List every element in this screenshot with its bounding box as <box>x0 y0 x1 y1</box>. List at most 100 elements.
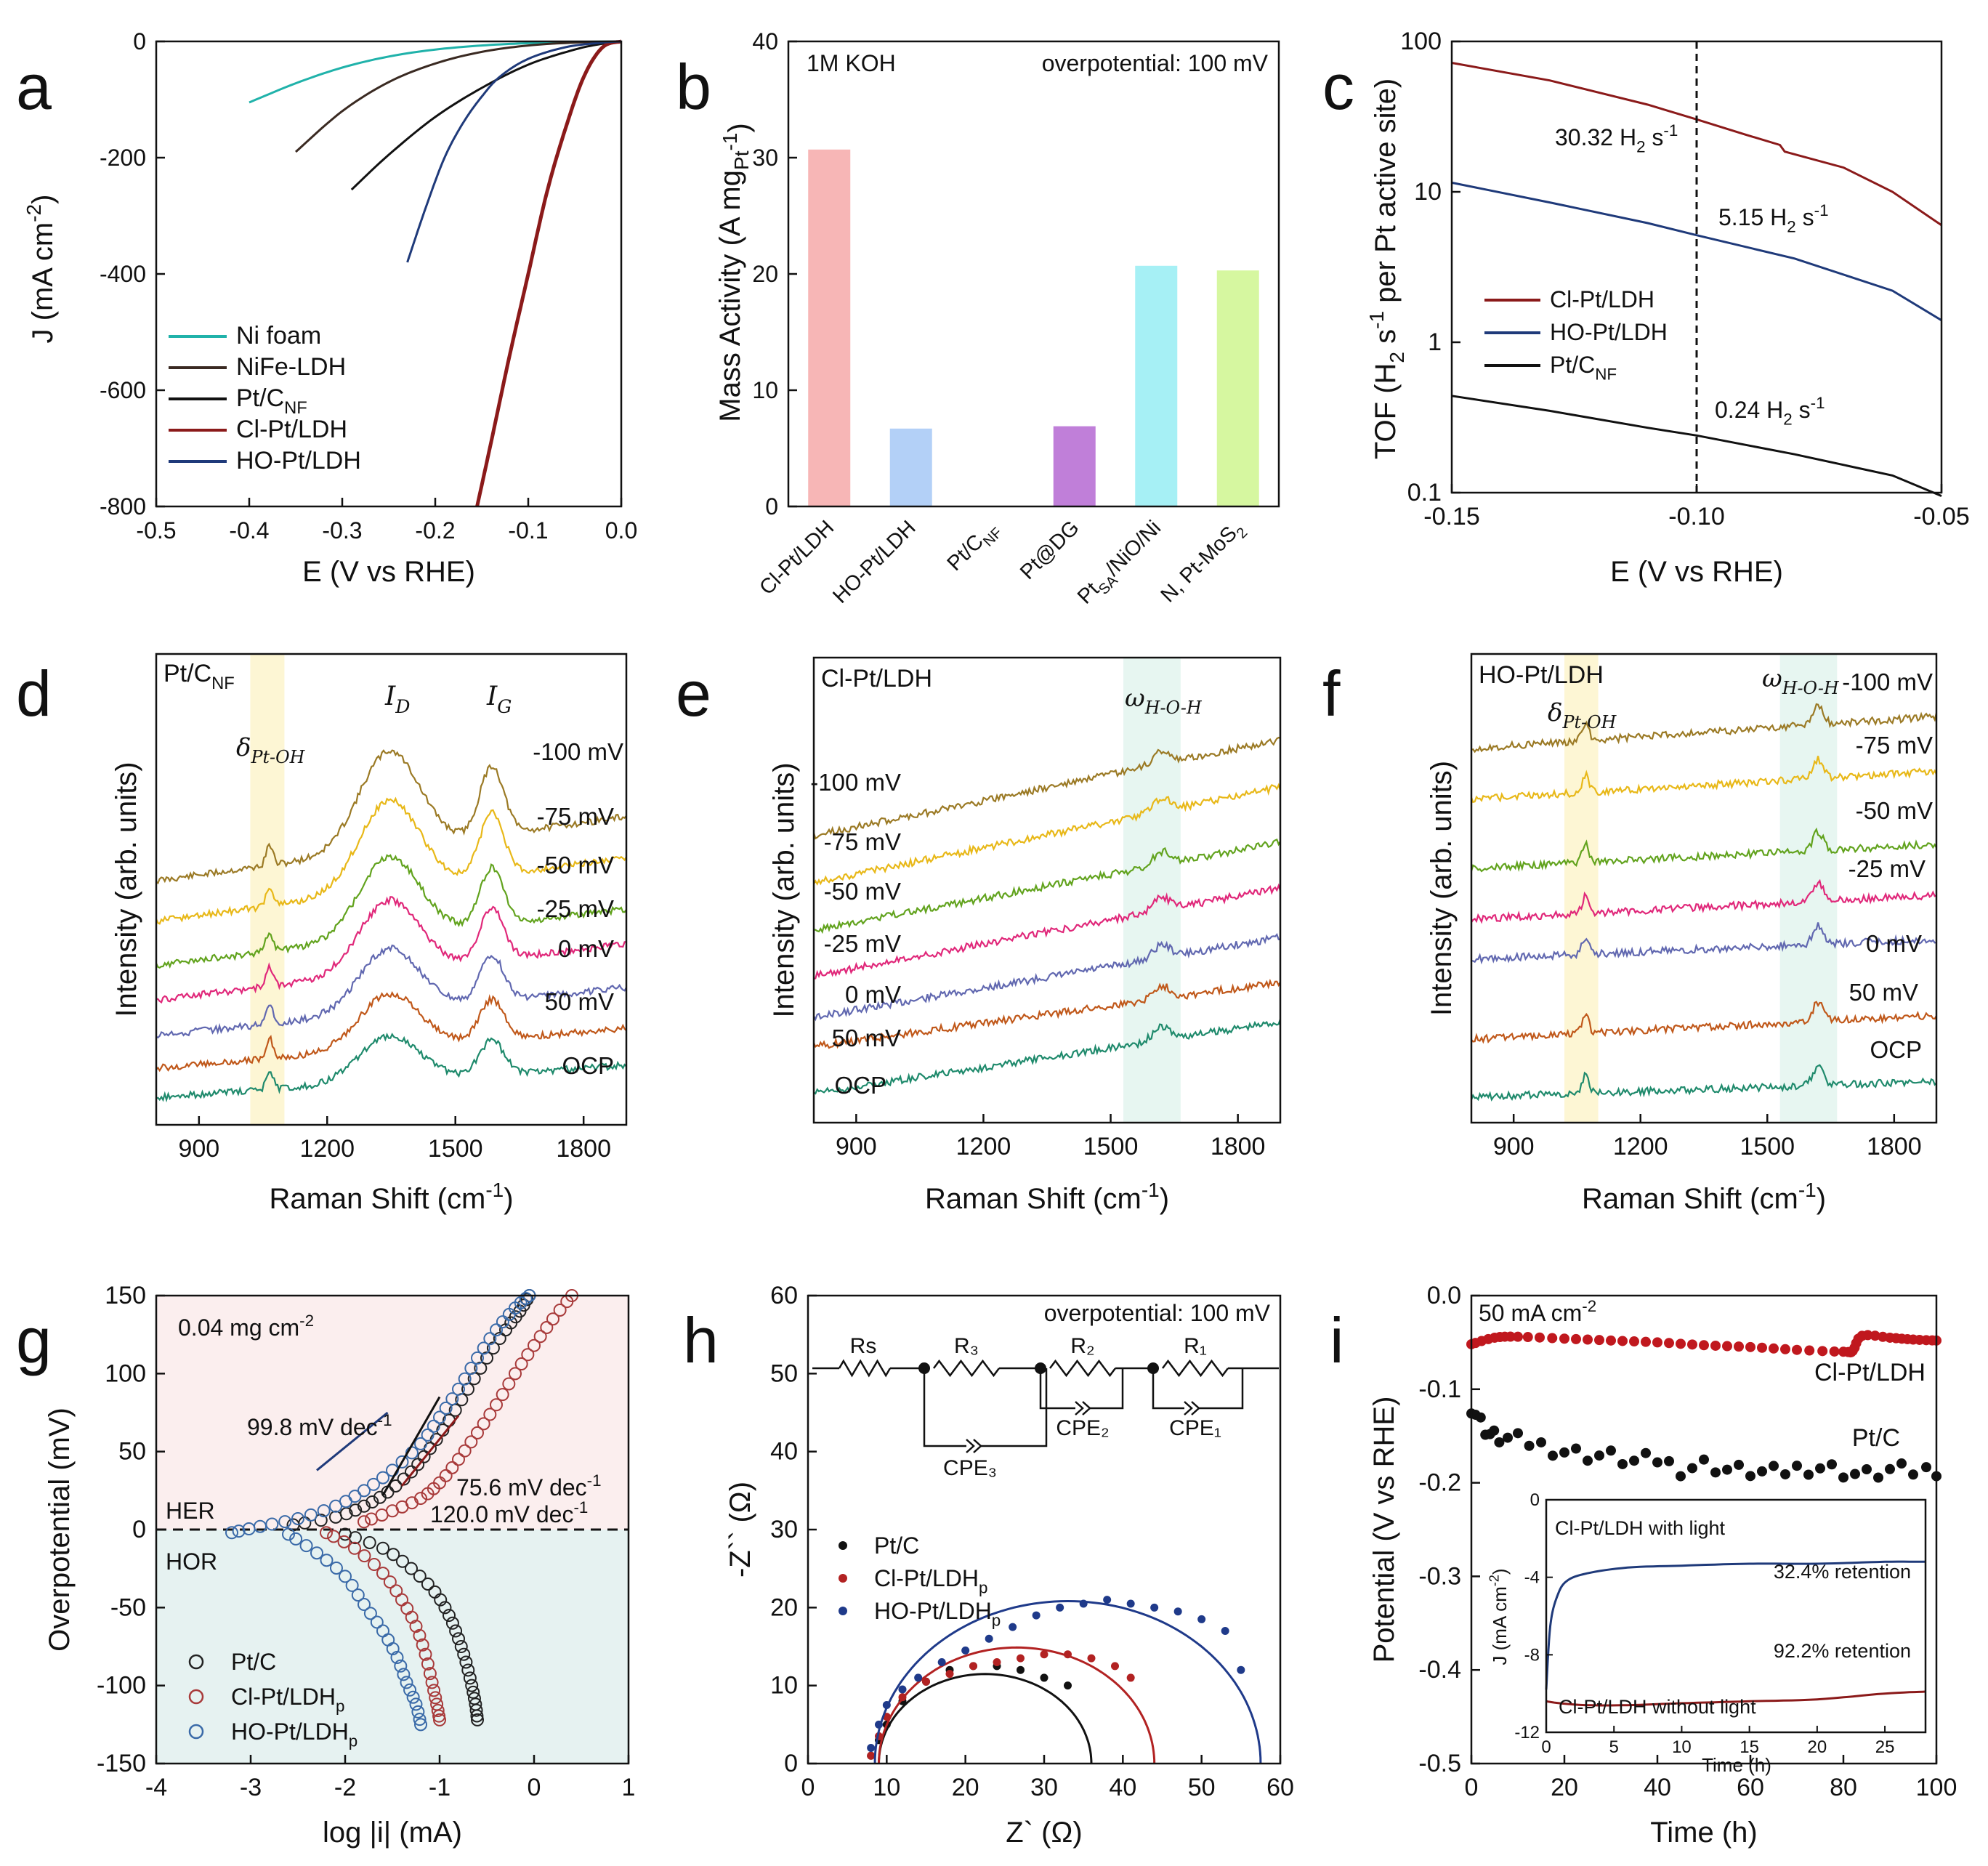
y-tick-label: 0 <box>132 1516 146 1543</box>
data-point <box>945 1670 954 1679</box>
data-point <box>409 1697 423 1711</box>
data-point <box>546 1312 559 1326</box>
trace-label: OCP <box>834 1072 886 1099</box>
x-tick-label: 15 <box>1740 1737 1759 1757</box>
data-point <box>486 1341 500 1355</box>
circuit-label: R₁ <box>1184 1334 1207 1358</box>
data-point <box>464 1362 478 1376</box>
data-point <box>1803 1469 1814 1480</box>
data-point <box>1734 1459 1744 1470</box>
y-tick-label: -0.5 <box>1418 1750 1461 1777</box>
legend-label: Cl-Pt/LDH <box>236 416 347 443</box>
y-tick-label: -0.1 <box>1418 1376 1461 1403</box>
data-point <box>1908 1469 1918 1480</box>
data-point <box>1583 1455 1593 1466</box>
data-point <box>463 1671 477 1685</box>
data-point <box>1722 1341 1732 1352</box>
data-point <box>445 1461 459 1474</box>
y-axis-label: Intensity (arb. units) <box>768 762 800 1017</box>
data-point <box>1687 1463 1697 1474</box>
data-point <box>1064 1650 1072 1659</box>
x-tick-label: 40 <box>1644 1774 1671 1801</box>
data-point <box>1559 1447 1569 1458</box>
data-point <box>470 1709 484 1723</box>
resistor <box>1049 1359 1116 1378</box>
data-point <box>1017 1665 1025 1674</box>
raman-trace--75 mV <box>813 783 1282 886</box>
data-point <box>882 1701 891 1709</box>
data-point <box>1641 1447 1651 1458</box>
highlight-band <box>1123 658 1181 1123</box>
data-point <box>1111 1662 1119 1671</box>
x-tick-label: 30 <box>1030 1774 1058 1801</box>
y-tick-label: -800 <box>100 493 146 520</box>
data-point <box>414 1718 427 1732</box>
y-axis-label: Intensity (arb. units) <box>110 762 142 1017</box>
data-point <box>1040 1673 1048 1682</box>
y-axis-label: Overpotential (mV) <box>44 1407 76 1652</box>
data-point <box>445 1616 459 1630</box>
annotation: 0.24 H2 s-1 <box>1715 394 1825 428</box>
data-point <box>357 1598 371 1612</box>
data-point <box>357 1484 371 1498</box>
raman-trace-0 mV <box>813 932 1281 1022</box>
y-tick-label: 1 <box>1428 328 1442 356</box>
data-point <box>225 1526 238 1540</box>
panel-letter-g: g <box>16 1304 52 1376</box>
circuit-label: CPE₃ <box>943 1456 997 1480</box>
data-point <box>502 1377 516 1391</box>
y-tick-label: -4 <box>1524 1568 1540 1588</box>
x-tick-label: 0 <box>1541 1737 1551 1757</box>
y-tick-label: -12 <box>1514 1723 1540 1742</box>
data-point <box>395 1455 409 1469</box>
data-point <box>461 1663 475 1677</box>
x-tick-label: 1200 <box>1613 1133 1668 1160</box>
inset-frame <box>1545 1498 1927 1734</box>
annotation: 120.0 mV dec-1 <box>430 1498 588 1527</box>
series-line-NiFe-LDH <box>294 40 622 153</box>
data-point <box>265 1517 279 1531</box>
data-point <box>1087 1654 1096 1663</box>
data-point <box>993 1657 1001 1666</box>
legend-label: HO-Pt/LDHp <box>231 1718 357 1750</box>
data-point <box>376 1541 389 1555</box>
y-tick-label: 0.1 <box>1407 479 1442 506</box>
data-point <box>1896 1458 1907 1469</box>
data-point <box>1687 1339 1697 1350</box>
hor-region <box>156 1530 629 1764</box>
data-point <box>469 1703 483 1717</box>
data-point <box>348 1541 361 1555</box>
y-tick-label: -600 <box>100 377 146 403</box>
x-axis-label: Raman Shift (cm-1) <box>925 1179 1169 1215</box>
highlight-band <box>250 654 285 1125</box>
legend-marker <box>839 1574 847 1583</box>
data-point <box>533 1330 547 1344</box>
data-point <box>405 1465 418 1479</box>
data-point <box>898 1693 907 1702</box>
x-axis-label: E (V vs RHE) <box>302 556 475 588</box>
data-point <box>1734 1341 1744 1352</box>
x-tick-label: 900 <box>1493 1133 1535 1160</box>
data-point <box>425 1676 439 1689</box>
data-point <box>1885 1463 1895 1474</box>
data-point <box>317 1504 331 1518</box>
data-point <box>521 1348 535 1362</box>
data-point <box>1594 1335 1604 1346</box>
x-tick-label: 80 <box>1830 1774 1857 1801</box>
data-point <box>427 1684 441 1697</box>
data-point <box>387 1548 400 1562</box>
legend-label: Pt/CNF <box>236 384 307 418</box>
data-point <box>409 1620 423 1633</box>
legend-marker <box>839 1541 847 1550</box>
data-point <box>1829 1346 1840 1357</box>
data-point <box>443 1609 456 1623</box>
x-tick-label: 20 <box>1808 1737 1827 1757</box>
data-point <box>1815 1463 1825 1474</box>
panel-letter-b: b <box>676 51 711 123</box>
data-point <box>405 1562 418 1575</box>
data-point <box>421 1657 435 1671</box>
bar-PtSA/NiO/Ni <box>1135 265 1178 506</box>
panel-letter-f: f <box>1322 658 1341 730</box>
y-tick-label: 50 <box>118 1438 146 1466</box>
data-point <box>417 1450 431 1463</box>
